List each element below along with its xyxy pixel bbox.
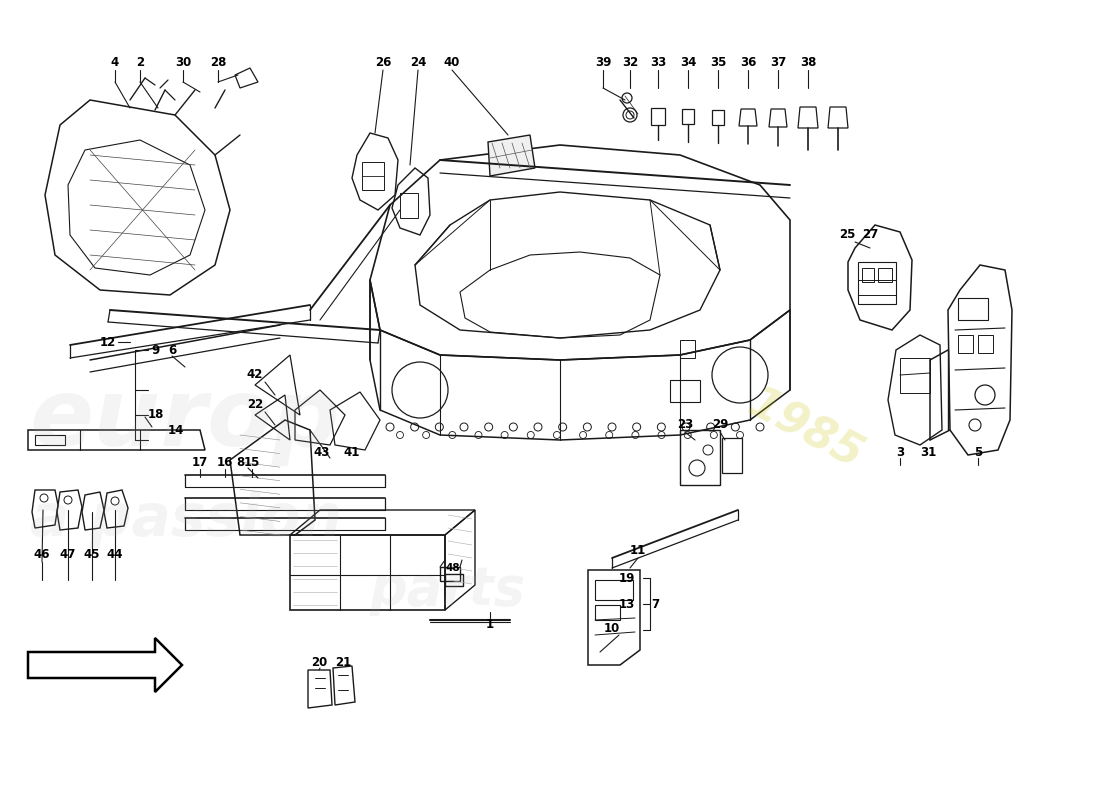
- Text: 35: 35: [710, 57, 726, 70]
- Bar: [878, 268, 892, 282]
- Text: europ: europ: [30, 374, 341, 466]
- Bar: [862, 268, 874, 282]
- Text: 13: 13: [618, 598, 635, 610]
- Text: 19: 19: [618, 571, 635, 585]
- Text: 33: 33: [650, 57, 667, 70]
- Text: 46: 46: [34, 549, 51, 562]
- Bar: [680, 430, 720, 485]
- Text: 14: 14: [168, 423, 185, 437]
- Text: 34: 34: [680, 57, 696, 70]
- Text: 48: 48: [446, 563, 460, 573]
- Text: 23: 23: [676, 418, 693, 431]
- Text: 44: 44: [107, 549, 123, 562]
- Bar: [400, 193, 418, 218]
- Text: 16: 16: [217, 455, 233, 469]
- Text: 29: 29: [712, 418, 728, 431]
- Bar: [722, 438, 742, 473]
- Text: 32: 32: [621, 57, 638, 70]
- Text: 5: 5: [974, 446, 982, 458]
- Text: 2: 2: [136, 57, 144, 70]
- Bar: [35, 435, 65, 445]
- Text: 1985: 1985: [740, 382, 870, 478]
- Text: 47: 47: [59, 549, 76, 562]
- Text: 11: 11: [630, 543, 646, 557]
- Bar: [680, 340, 695, 358]
- Text: 7: 7: [651, 598, 659, 610]
- Text: 39: 39: [595, 57, 612, 70]
- Text: 8: 8: [235, 455, 244, 469]
- Text: 15: 15: [244, 455, 261, 469]
- Text: 18: 18: [148, 409, 164, 422]
- Text: 42: 42: [246, 369, 263, 382]
- Bar: [670, 380, 700, 402]
- Text: 28: 28: [210, 57, 227, 70]
- Text: 21: 21: [334, 657, 351, 670]
- Text: 22: 22: [246, 398, 263, 411]
- Text: 25: 25: [839, 229, 855, 242]
- Text: 41: 41: [344, 446, 360, 458]
- Bar: [978, 335, 993, 353]
- Text: 1: 1: [486, 618, 494, 631]
- Text: 26: 26: [375, 57, 392, 70]
- Bar: [595, 580, 632, 600]
- Polygon shape: [488, 135, 535, 176]
- Text: 3: 3: [895, 446, 904, 458]
- Text: 36: 36: [740, 57, 756, 70]
- Text: 31: 31: [920, 446, 936, 458]
- Text: 9: 9: [151, 343, 160, 357]
- Text: 4: 4: [111, 57, 119, 70]
- Bar: [362, 162, 384, 190]
- Text: 43: 43: [314, 446, 330, 458]
- Text: 40: 40: [443, 57, 460, 70]
- Bar: [858, 262, 896, 304]
- Text: 24: 24: [410, 57, 426, 70]
- Bar: [958, 298, 988, 320]
- Text: parts: parts: [370, 564, 526, 616]
- Text: a passion: a passion: [30, 491, 342, 549]
- Polygon shape: [28, 638, 182, 692]
- Text: 37: 37: [770, 57, 786, 70]
- Text: 38: 38: [800, 57, 816, 70]
- Text: 6: 6: [168, 343, 176, 357]
- Bar: [446, 574, 463, 586]
- Bar: [595, 605, 620, 620]
- Bar: [958, 335, 974, 353]
- Text: 12: 12: [100, 335, 117, 349]
- Text: 30: 30: [175, 57, 191, 70]
- Bar: [440, 567, 460, 581]
- Text: 27: 27: [862, 229, 878, 242]
- Text: 17: 17: [191, 455, 208, 469]
- Bar: [900, 358, 930, 393]
- Text: 45: 45: [84, 549, 100, 562]
- Text: 10: 10: [604, 622, 620, 634]
- Text: 20: 20: [311, 657, 327, 670]
